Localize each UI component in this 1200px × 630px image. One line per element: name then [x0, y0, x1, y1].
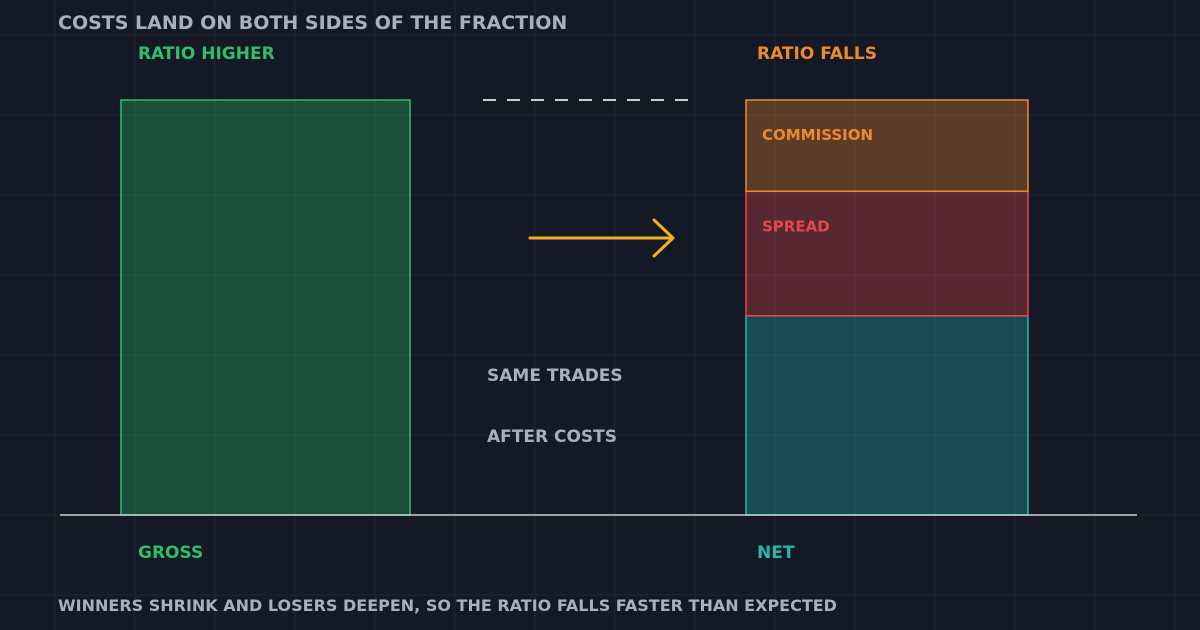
segment-label-commission: COMMISSION — [762, 126, 873, 144]
arrow-icon — [528, 218, 675, 258]
segment-label-spread: SPREAD — [762, 217, 830, 235]
annotation-after-costs: AFTER COSTS — [487, 427, 617, 447]
gross-top-label: RATIO HIGHER — [138, 44, 275, 64]
bar-segment-net-base — [745, 315, 1029, 516]
chart-footnote: WINNERS SHRINK AND LOSERS DEEPEN, SO THE… — [58, 596, 837, 615]
chart-title: COSTS LAND ON BOTH SIDES OF THE FRACTION — [58, 12, 567, 34]
bar-segment-spread — [745, 190, 1029, 317]
category-label-net: NET — [757, 543, 795, 563]
bar-segment-gross-base — [120, 99, 411, 516]
bars-layer: SPREAD COMMISSION — [120, 99, 1029, 516]
bar-segment-commission — [745, 99, 1029, 193]
category-label-gross: GROSS — [138, 543, 203, 563]
annotation-same-trades: SAME TRADES — [487, 366, 623, 386]
net-top-label: RATIO FALLS — [757, 44, 877, 64]
